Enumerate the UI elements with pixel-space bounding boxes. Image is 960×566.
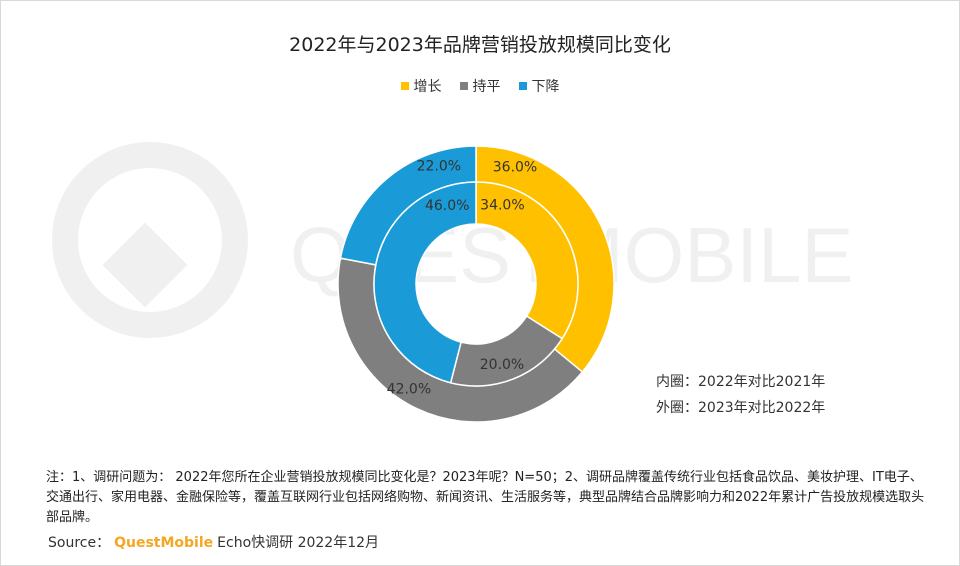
inner-ring-slice-2 bbox=[373, 181, 477, 384]
legend-label-growth: 增长 bbox=[413, 79, 442, 95]
legend: 增长 持平 下降 bbox=[0, 76, 960, 96]
outer-ring-annotation: 外圈：2023年对比2022年 bbox=[656, 400, 826, 416]
legend-swatch-flat bbox=[459, 82, 468, 90]
chart-title: 2022年与2023年品牌营销投放规模同比变化 bbox=[289, 34, 671, 56]
legend-swatch-decline bbox=[518, 82, 527, 90]
inner-ring-label-2: 46.0% bbox=[425, 198, 469, 214]
legend-item-decline: 下降 bbox=[518, 76, 560, 96]
legend-item-growth: 增长 bbox=[400, 76, 442, 96]
donut-rings: 36.0% 42.0% 22.0% 34.0% 20.0% 46.0% bbox=[337, 145, 615, 423]
inner-ring-annotation: 内圈：2022年对比2021年 bbox=[656, 374, 826, 390]
outer-ring-label-1: 42.0% bbox=[387, 381, 431, 397]
source-brand: QuestMobile bbox=[114, 535, 214, 551]
inner-ring-label-0: 34.0% bbox=[480, 197, 524, 213]
legend-swatch-growth bbox=[400, 82, 409, 90]
legend-label-flat: 持平 bbox=[472, 79, 501, 95]
outer-ring-label-0: 36.0% bbox=[493, 159, 537, 175]
inner-ring-slice-0 bbox=[475, 181, 579, 340]
source-line: Source： QuestMobile Echo快调研 2022年12月 bbox=[48, 532, 379, 552]
legend-item-flat: 持平 bbox=[459, 76, 501, 96]
source-suffix: Echo快调研 2022年12月 bbox=[217, 535, 380, 551]
inner-ring-label-1: 20.0% bbox=[480, 357, 524, 373]
source-prefix: Source： bbox=[48, 535, 111, 551]
legend-label-decline: 下降 bbox=[531, 79, 560, 95]
outer-ring-label-2: 22.0% bbox=[417, 159, 461, 175]
footnote: 注：1、调研问题为： 2022年您所在企业营销投放规模同比变化是？2023年呢？… bbox=[46, 470, 925, 525]
